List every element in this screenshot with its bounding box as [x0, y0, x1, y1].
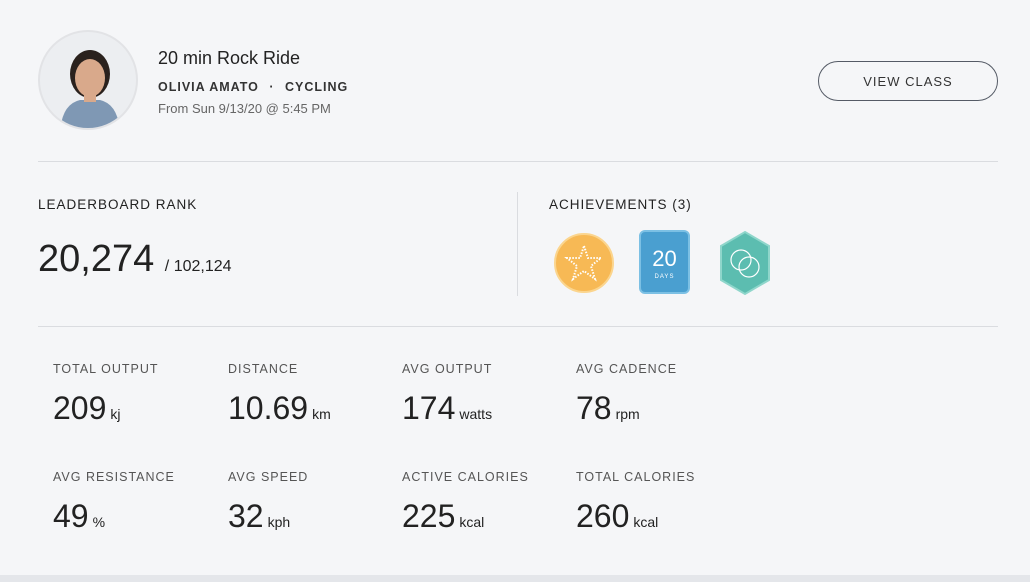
- stat-label: AVG OUTPUT: [402, 362, 493, 376]
- leaderboard-rank: 20,274 / 102,124: [38, 238, 232, 281]
- stat-active-calories: ACTIVE CALORIES 225 kcal: [402, 470, 572, 535]
- stat-value: 49: [53, 498, 89, 534]
- stat-value-row: 225 kcal: [402, 498, 572, 535]
- stat-unit: kj: [110, 406, 121, 422]
- stat-unit: rpm: [615, 406, 640, 422]
- star-badge-icon[interactable]: [553, 232, 615, 294]
- stat-unit: kcal: [633, 514, 659, 530]
- instructor-name[interactable]: OLIVIA AMATO: [158, 80, 259, 94]
- stat-unit: %: [92, 514, 106, 530]
- stat-total-output: TOTAL OUTPUT 209 kj: [53, 362, 223, 427]
- view-class-button[interactable]: VIEW CLASS: [818, 61, 998, 101]
- divider: [38, 161, 998, 162]
- stat-label: AVG CADENCE: [576, 362, 678, 376]
- leaderboard-label: LEADERBOARD RANK: [38, 197, 198, 212]
- achievements-label: ACHIEVEMENTS (3): [549, 197, 692, 212]
- stat-label: DISTANCE: [228, 362, 299, 376]
- stat-value-row: 32 kph: [228, 498, 398, 535]
- instructor-avatar: [38, 30, 138, 130]
- stat-label: TOTAL CALORIES: [576, 470, 696, 484]
- streak-unit: DAYS: [654, 274, 675, 280]
- stat-avg-speed: AVG SPEED 32 kph: [228, 470, 398, 535]
- stat-unit: kph: [267, 514, 291, 530]
- stat-label: TOTAL OUTPUT: [53, 362, 159, 376]
- stat-value-row: 260 kcal: [576, 498, 746, 535]
- rank-value: 20,274: [38, 238, 155, 280]
- stat-unit: watts: [459, 406, 493, 422]
- vertical-divider: [517, 192, 518, 296]
- footer-bar: [0, 575, 1030, 582]
- rank-total: / 102,124: [164, 258, 232, 275]
- stat-value: 10.69: [228, 390, 309, 426]
- divider: [38, 326, 998, 327]
- stat-unit: kcal: [459, 514, 485, 530]
- stat-avg-output: AVG OUTPUT 174 watts: [402, 362, 572, 427]
- stat-unit: km: [312, 406, 331, 422]
- stat-value-row: 49%: [53, 498, 223, 535]
- instructor-photo-icon: [60, 50, 120, 128]
- stat-label: ACTIVE CALORIES: [402, 470, 529, 484]
- stat-value-row: 209 kj: [53, 390, 223, 427]
- stat-label: AVG SPEED: [228, 470, 309, 484]
- stat-label: AVG RESISTANCE: [53, 470, 175, 484]
- stat-value: 174: [402, 390, 456, 426]
- class-meta: OLIVIA AMATO · CYCLING: [158, 80, 348, 94]
- discipline: CYCLING: [285, 80, 349, 94]
- stat-value: 209: [53, 390, 107, 426]
- stat-value: 78: [576, 390, 612, 426]
- class-date: From Sun 9/13/20 @ 5:45 PM: [158, 101, 331, 116]
- stat-value-row: 174 watts: [402, 390, 572, 427]
- stat-value: 225: [402, 498, 456, 534]
- stat-distance: DISTANCE 10.69 km: [228, 362, 398, 427]
- circles-badge-icon[interactable]: [718, 230, 772, 296]
- class-title: 20 min Rock Ride: [158, 48, 301, 68]
- separator: ·: [269, 80, 275, 94]
- stat-value: 260: [576, 498, 630, 534]
- streak-badge-icon[interactable]: 20 DAYS: [639, 230, 690, 294]
- streak-value: 20: [652, 246, 677, 271]
- stat-value-row: 78 rpm: [576, 390, 746, 427]
- stat-value: 32: [228, 498, 264, 534]
- stat-total-calories: TOTAL CALORIES 260 kcal: [576, 470, 746, 535]
- stat-avg-cadence: AVG CADENCE 78 rpm: [576, 362, 746, 427]
- stat-avg-resistance: AVG RESISTANCE 49%: [53, 470, 223, 535]
- stat-value-row: 10.69 km: [228, 390, 398, 427]
